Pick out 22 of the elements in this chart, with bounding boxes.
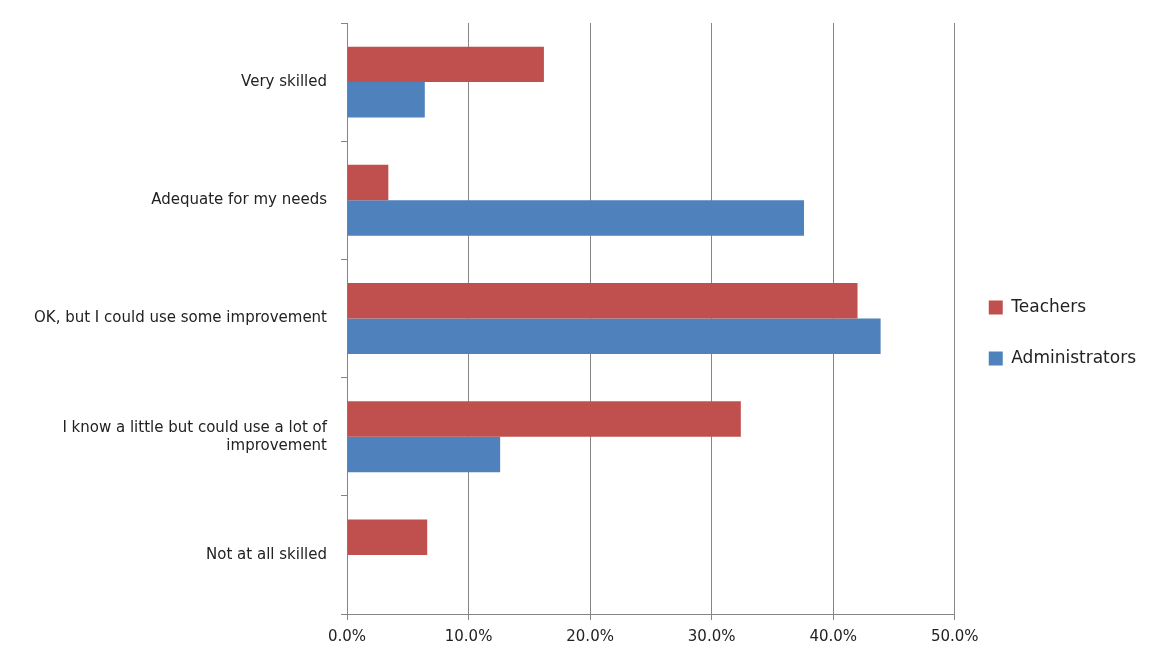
y-tick-label: Adequate for my needs — [151, 190, 328, 209]
bar — [347, 436, 501, 473]
x-tick-label: 40.0% — [809, 626, 858, 645]
x-tick-label: 0.0% — [327, 626, 367, 645]
bar — [347, 283, 858, 319]
y-tick-label: OK, but I could use some improvement — [33, 308, 328, 327]
bar — [347, 519, 428, 555]
bar — [347, 46, 544, 83]
bar — [347, 164, 389, 201]
legend-label: Administrators — [1011, 346, 1137, 367]
legend-label: Teachers — [1010, 295, 1087, 316]
x-tick-label: 20.0% — [566, 626, 614, 645]
bar — [347, 200, 805, 236]
x-tick-label: 30.0% — [687, 626, 736, 645]
x-tick-label: 10.0% — [444, 626, 493, 645]
x-tick-label: 50.0% — [930, 626, 979, 645]
y-tick-label: Not at all skilled — [206, 544, 328, 563]
bar — [347, 401, 741, 437]
y-tick-label: I know a little but could use a lot of improvement — [62, 417, 328, 454]
y-tick-label: Very skilled — [241, 71, 328, 90]
bar — [347, 318, 881, 354]
bar — [347, 82, 425, 118]
